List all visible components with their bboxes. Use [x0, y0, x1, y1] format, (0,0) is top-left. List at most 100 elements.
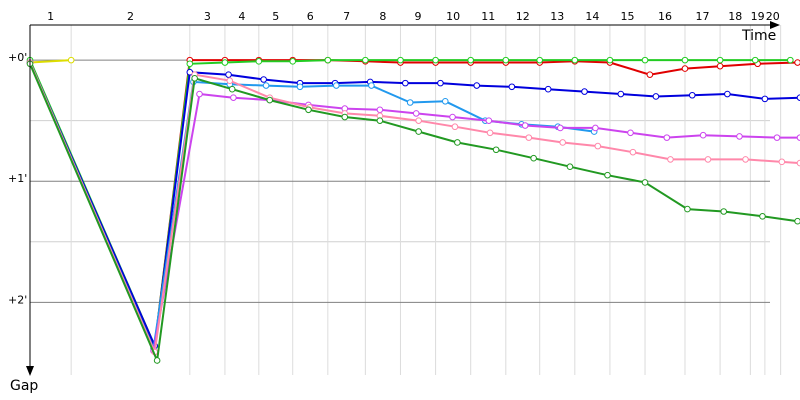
data-point — [186, 60, 194, 68]
data-point — [794, 217, 800, 225]
lap-label: 10 — [446, 10, 460, 23]
data-point — [486, 129, 494, 137]
data-point — [681, 65, 689, 72]
data-point — [260, 76, 267, 83]
data-point — [502, 56, 510, 64]
data-point — [467, 56, 474, 64]
data-point — [536, 56, 544, 64]
data-point — [629, 148, 637, 156]
data-point — [724, 90, 731, 98]
data-point — [196, 90, 203, 98]
data-point — [759, 213, 766, 220]
data-point — [432, 56, 439, 64]
data-point — [228, 85, 236, 93]
data-point — [617, 90, 625, 98]
lap-label: 12 — [516, 10, 530, 23]
data-point — [473, 82, 481, 89]
lap-label: 5 — [272, 10, 279, 23]
series-line — [29, 63, 798, 365]
data-point — [627, 129, 634, 137]
data-point — [525, 134, 533, 141]
lap-label: 1 — [47, 10, 54, 23]
lap-label: 20 — [766, 10, 780, 23]
y-tick-label: +1' — [8, 172, 27, 185]
x-axis-arrow — [770, 21, 780, 29]
data-point — [485, 117, 493, 124]
data-point — [255, 58, 263, 65]
series-line — [29, 59, 72, 64]
data-point — [796, 134, 800, 141]
lap-label: 16 — [658, 10, 672, 23]
data-point — [606, 56, 614, 64]
data-point — [415, 128, 422, 135]
data-point — [376, 117, 384, 124]
data-point — [508, 83, 516, 91]
data-point — [751, 56, 759, 64]
data-point — [794, 59, 800, 66]
lap-label: 3 — [204, 10, 211, 23]
data-point — [688, 91, 696, 99]
data-point — [556, 124, 564, 132]
y-axis-title: Gap — [10, 378, 38, 394]
data-point — [761, 95, 769, 103]
data-point — [736, 133, 743, 140]
data-point — [412, 110, 420, 117]
data-point — [221, 59, 229, 66]
data-point — [641, 179, 649, 186]
data-point — [681, 56, 689, 64]
lap-label: 7 — [343, 10, 350, 23]
data-point — [437, 79, 444, 87]
series-line — [29, 62, 800, 350]
lap-label: 11 — [481, 10, 495, 23]
lap-label: 14 — [585, 10, 599, 23]
data-point — [667, 156, 674, 163]
data-point — [641, 56, 649, 64]
lap-label: 6 — [307, 10, 314, 23]
data-point — [397, 56, 404, 64]
lap-label: 8 — [379, 10, 386, 23]
series-line — [29, 62, 800, 355]
lap-label: 13 — [550, 10, 564, 23]
data-point — [778, 158, 786, 166]
lap-label: 4 — [238, 10, 245, 23]
y-axis-arrow — [26, 366, 34, 376]
data-point — [521, 122, 529, 129]
data-point — [153, 357, 161, 364]
lap-label: 15 — [620, 10, 634, 23]
data-point — [720, 208, 728, 215]
data-point — [230, 94, 237, 101]
data-point — [296, 83, 304, 91]
data-point — [796, 159, 800, 167]
data-point — [544, 85, 552, 93]
data-point — [716, 62, 724, 70]
data-point — [742, 156, 749, 163]
data-point — [191, 74, 198, 82]
y-tick-label: +2' — [8, 293, 27, 306]
data-point — [289, 58, 297, 65]
data-point — [566, 163, 574, 170]
data-point — [305, 106, 312, 114]
data-point — [604, 171, 611, 179]
series-line — [29, 62, 800, 356]
data-point — [773, 134, 781, 141]
y-tick-label: +0' — [8, 51, 27, 64]
data-point — [225, 71, 232, 78]
data-point — [594, 142, 602, 150]
data-point — [581, 88, 588, 95]
lap-label: 19 — [751, 10, 765, 23]
data-point — [684, 205, 691, 213]
data-point — [571, 56, 579, 64]
data-point — [266, 96, 274, 104]
data-point — [704, 156, 712, 163]
data-point — [333, 82, 340, 89]
data-point — [592, 124, 599, 132]
data-point — [716, 56, 724, 64]
data-point — [652, 93, 660, 100]
lap-label: 17 — [696, 10, 710, 23]
data-point — [796, 94, 800, 101]
data-point — [451, 123, 459, 131]
data-point — [492, 146, 500, 154]
data-point — [341, 113, 349, 121]
data-point — [530, 154, 537, 162]
